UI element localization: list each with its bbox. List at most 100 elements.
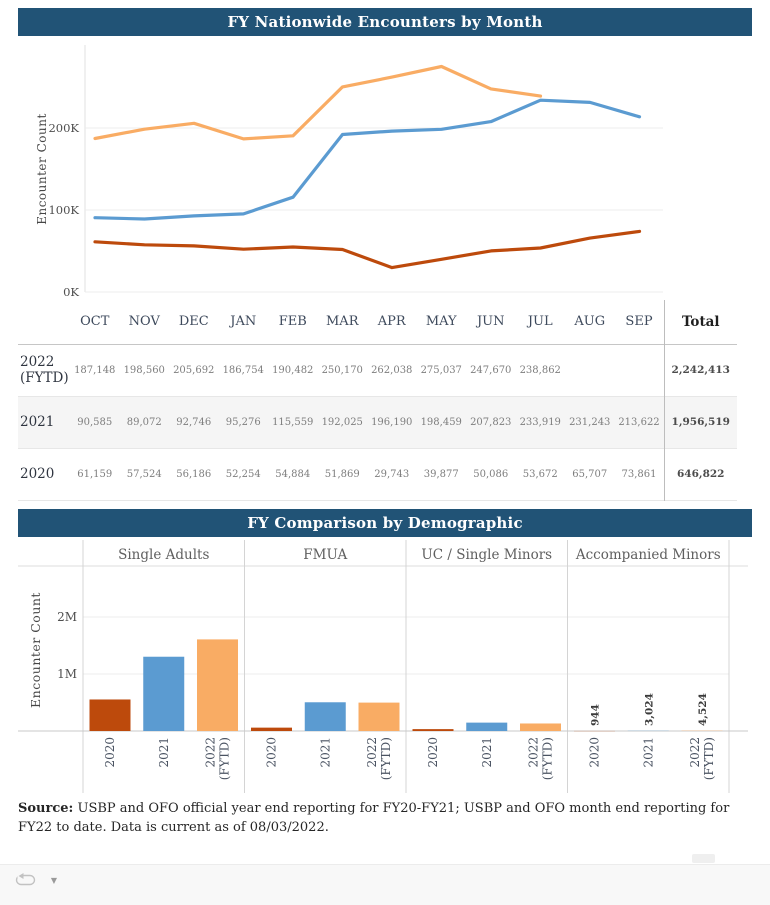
value-cell[interactable]: 198,459 <box>420 416 462 428</box>
category-tick: 2020 <box>265 737 279 768</box>
bar-uc-single-minors-2021[interactable] <box>466 722 508 731</box>
month-header-mar: MAR <box>326 314 359 330</box>
category-tick: 2022 <box>527 737 541 768</box>
category-tick: 2021 <box>480 737 494 768</box>
value-cell[interactable]: 238,862 <box>519 364 561 376</box>
panel-header-accompanied-minors: Accompanied Minors <box>575 547 721 563</box>
bar-value-label: 3,024 <box>643 693 655 726</box>
category-tick: (FYTD) <box>702 737 716 780</box>
table-row-2021: 2021 90,585 89,072 92,746 95,276 115,559 192,0… <box>18 396 737 448</box>
value-cell[interactable]: 61,159 <box>77 468 113 480</box>
bar-single-adults-2020[interactable] <box>89 699 131 731</box>
category-tick: 2020 <box>588 737 602 768</box>
value-cell[interactable]: 65,707 <box>572 468 608 480</box>
refresh-dropdown-button[interactable]: ▼ <box>47 874 61 886</box>
month-header-nov: NOV <box>128 314 160 330</box>
table-row-2022: 2022 (FYTD) 187,148 198,560 205,692 186,754 1… <box>18 344 737 396</box>
total-cell[interactable]: 646,822 <box>663 448 737 500</box>
total-header: Total <box>663 300 737 344</box>
line-series-2022-fytd-[interactable] <box>93 64 543 141</box>
y-tick-label: 200K <box>48 121 79 135</box>
value-cell[interactable]: 57,524 <box>126 468 162 480</box>
value-cell[interactable] <box>615 344 665 396</box>
bar-uc-single-minors-2020[interactable] <box>412 729 454 731</box>
panel-header-fmua: FMUA <box>303 547 347 563</box>
value-cell[interactable]: 54,884 <box>275 468 311 480</box>
category-tick: 2021 <box>157 737 171 768</box>
row-label: 2020 <box>20 465 55 482</box>
value-cell[interactable]: 186,754 <box>222 364 264 376</box>
bar-fmua-2022[interactable] <box>358 702 400 731</box>
panel-header-uc-single-minors: UC / Single Minors <box>421 547 552 563</box>
bar-uc-single-minors-2022[interactable] <box>520 723 561 731</box>
y-tick-label: 2M <box>57 610 77 624</box>
value-cell[interactable]: 207,823 <box>470 416 512 428</box>
value-cell[interactable]: 192,025 <box>321 416 363 428</box>
category-tick: 2021 <box>641 737 655 768</box>
value-cell[interactable] <box>565 344 615 396</box>
value-cell[interactable]: 198,560 <box>123 364 165 376</box>
month-header-jan: JAN <box>230 314 257 330</box>
value-cell[interactable]: 205,692 <box>173 364 215 376</box>
category-tick: 2021 <box>318 737 332 768</box>
value-cell[interactable]: 39,877 <box>423 468 459 480</box>
y-axis-title: Encounter Count <box>28 592 43 708</box>
table-row-2020: 2020 61,159 57,524 56,186 52,254 54,884 51,869… <box>18 448 737 500</box>
y-axis-title: Encounter Count <box>35 113 49 225</box>
value-cell[interactable]: 190,482 <box>272 364 314 376</box>
month-header-apr: APR <box>377 314 406 330</box>
y-tick-label: 0K <box>63 285 79 299</box>
encounters-table: OCT NOV DEC JAN FEB MAR APR MAY JUN JUL AUG SEP Tota… <box>18 300 737 501</box>
value-cell[interactable]: 250,170 <box>321 364 363 376</box>
y-tick-label: 100K <box>48 203 79 217</box>
value-cell[interactable]: 56,186 <box>176 468 212 480</box>
value-cell[interactable]: 53,672 <box>522 468 558 480</box>
source-text: USBP and OFO official year end reporting… <box>18 801 730 835</box>
line-series-2020[interactable] <box>93 229 642 270</box>
caret-down-icon: ▼ <box>50 875 58 885</box>
value-cell[interactable]: 233,919 <box>519 416 561 428</box>
category-tick: 2022 <box>688 737 702 768</box>
value-cell[interactable]: 90,585 <box>77 416 113 428</box>
category-tick: 2020 <box>103 737 117 768</box>
value-cell[interactable]: 89,072 <box>126 416 162 428</box>
month-header-jul: JUL <box>527 314 553 330</box>
category-tick: (FYTD) <box>541 737 555 780</box>
refresh-button[interactable] <box>14 872 38 888</box>
value-cell[interactable]: 196,190 <box>371 416 413 428</box>
panel-header-single-adults: Single Adults <box>118 547 209 563</box>
line-series-2021[interactable] <box>93 98 642 221</box>
bar-fmua-2021[interactable] <box>304 702 346 731</box>
footer-toolbar: ▼ <box>0 864 770 905</box>
total-cell[interactable]: 2,242,413 <box>663 344 737 396</box>
category-tick: (FYTD) <box>218 737 232 780</box>
value-cell[interactable]: 262,038 <box>371 364 413 376</box>
bar-single-adults-2021[interactable] <box>143 656 185 731</box>
value-cell[interactable]: 187,148 <box>74 364 116 376</box>
month-header-dec: DEC <box>178 314 209 330</box>
table-corner-cell <box>18 300 70 344</box>
value-cell[interactable]: 50,086 <box>473 468 509 480</box>
value-cell[interactable]: 73,861 <box>621 468 657 480</box>
value-cell[interactable]: 275,037 <box>420 364 462 376</box>
value-cell[interactable]: 213,622 <box>618 416 660 428</box>
bar-fmua-2020[interactable] <box>251 727 292 731</box>
value-cell[interactable]: 247,670 <box>470 364 512 376</box>
category-tick: 2022 <box>365 737 379 768</box>
bar-single-adults-2022[interactable] <box>197 639 238 731</box>
value-cell[interactable]: 115,559 <box>272 416 314 428</box>
bar-chart: Single Adults FMUA UC / Single Minors Accom… <box>18 540 748 793</box>
month-header-jun: JUN <box>476 314 505 330</box>
value-cell[interactable]: 92,746 <box>176 416 212 428</box>
row-label: 2021 <box>20 413 55 430</box>
scroll-pill <box>692 854 715 863</box>
value-cell[interactable]: 51,869 <box>324 468 360 480</box>
value-cell[interactable]: 52,254 <box>225 468 261 480</box>
bar-chart-title: FY Comparison by Demographic <box>18 509 752 537</box>
value-cell[interactable]: 29,743 <box>374 468 410 480</box>
month-header-may: MAY <box>425 314 457 330</box>
total-cell[interactable]: 1,956,519 <box>663 396 737 448</box>
value-cell[interactable]: 231,243 <box>569 416 611 428</box>
value-cell[interactable]: 95,276 <box>225 416 261 428</box>
